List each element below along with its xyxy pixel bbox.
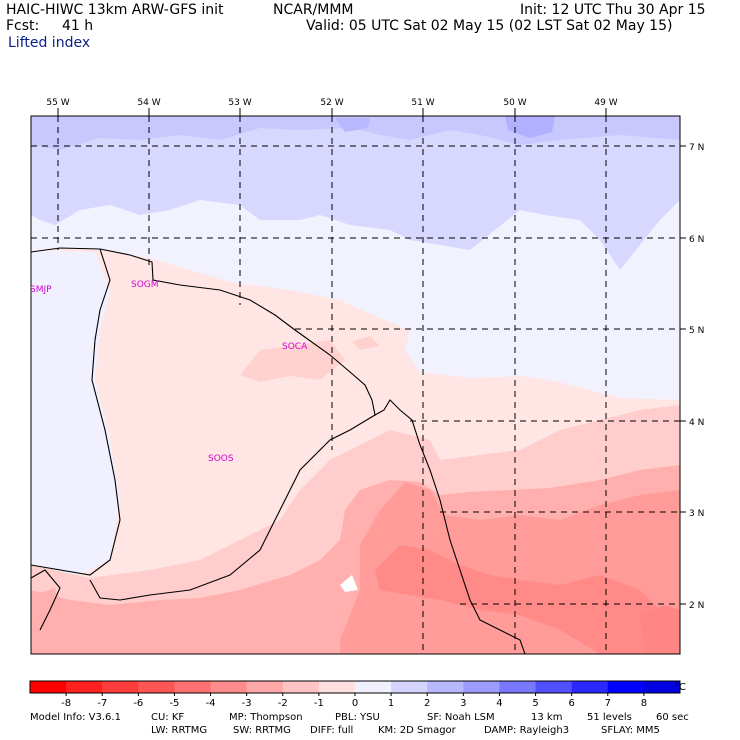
field-band-2 (31, 116, 680, 270)
colorbar-swatch (66, 681, 103, 693)
colorbar-label: -6 (133, 698, 143, 709)
lon-label-50w: 50 W (503, 98, 526, 108)
coastline-guianas (31, 247, 526, 654)
border-southwest (31, 569, 61, 631)
border-suriname-west (31, 248, 121, 576)
footer-cu: CU: KF (151, 712, 185, 723)
colorbar-swatch (318, 681, 356, 693)
field-band-minus5b (640, 605, 680, 654)
footer-levels: 51 levels (587, 712, 632, 723)
footer-sf: SF: Noah LSM (427, 712, 495, 723)
colorbar-label: -3 (242, 698, 252, 709)
colorbar-swatch (571, 681, 609, 693)
footer-mp: MP: Thompson (229, 712, 303, 723)
valid-time: Valid: 05 UTC Sat 02 May 15 (02 LST Sat … (306, 18, 673, 34)
org-label: NCAR/MMM (273, 2, 354, 18)
colorbar-swatch (499, 681, 537, 693)
colorbar-swatch (391, 681, 428, 693)
footer-sflay: SFLAY: MM5 (601, 725, 660, 736)
init-time: Init: 12 UTC Thu 30 Apr 15 (520, 2, 706, 18)
station-soos: SOOS (208, 454, 234, 464)
lat-label-6n: 6 N (689, 235, 704, 245)
footer-pbl: PBL: YSU (335, 712, 380, 723)
colorbar-swatch (535, 681, 573, 693)
colorbar-swatch (138, 681, 175, 693)
colorbar-swatch (463, 681, 500, 693)
colorbar-label: -5 (169, 698, 179, 709)
footer-km: KM: 2D Smagor (378, 725, 456, 736)
model-title: HAIC-HIWC 13km ARW-GFS init (6, 2, 224, 18)
lat-label-5n: 5 N (689, 326, 704, 336)
lon-label-54w: 54 W (137, 98, 160, 108)
colorbar-label: -8 (61, 698, 71, 709)
footer-damp: DAMP: Rayleigh3 (484, 725, 570, 736)
colorbar-swatch (210, 681, 248, 693)
lon-label-49w: 49 W (594, 98, 617, 108)
forecast-label: Fcst: (6, 18, 40, 34)
footer-sw: SW: RRTMG (233, 725, 291, 736)
lifted-index-field (31, 116, 680, 654)
colorbar-label: 2 (424, 698, 430, 709)
colorbar-swatch (355, 681, 392, 693)
graticule (31, 116, 680, 654)
field-name: Lifted index (8, 35, 91, 51)
colorbar-swatch (246, 681, 284, 693)
field-pink-patch-2 (352, 336, 380, 350)
lat-label-4n: 4 N (689, 418, 704, 428)
colorbar-label: 1 (388, 698, 394, 709)
colorbar-swatch (643, 681, 681, 693)
lon-label-52w: 52 W (320, 98, 343, 108)
footer-model-info: Model Info: V3.6.1 (30, 712, 121, 723)
colorbar-label: 6 (568, 698, 574, 709)
footer-lw: LW: RRTMG (151, 725, 208, 736)
colorbar-label: -2 (278, 698, 288, 709)
top-ticks (57, 108, 686, 605)
field-stable-west (31, 250, 120, 575)
lon-label-51w: 51 W (411, 98, 434, 108)
colorbar-label: -1 (314, 698, 324, 709)
forecast-hour: 41 h (62, 18, 94, 34)
colorbar-swatch (607, 681, 645, 693)
field-pink-patch-1 (240, 340, 345, 382)
colorbar-swatch (30, 681, 67, 693)
colorbar-swatch (174, 681, 212, 693)
lon-label-55w: 55 W (46, 98, 69, 108)
field-band-minus5 (375, 545, 680, 654)
colorbar-label: 0 (352, 698, 358, 709)
lon-label-53w: 53 W (228, 98, 251, 108)
field-band-4b (335, 118, 370, 132)
lat-label-7n: 7 N (689, 143, 704, 153)
colorbar-swatch (427, 681, 464, 693)
colorbar-label: 7 (605, 698, 611, 709)
footer-diff: DIFF: full (310, 725, 354, 736)
colorbar-swatch (102, 681, 139, 693)
station-soca: SOCA (282, 342, 308, 352)
field-white-patch (340, 575, 358, 592)
field-band-4 (505, 116, 555, 138)
colorbar-label: 5 (532, 698, 538, 709)
colorbar-label: -4 (206, 698, 216, 709)
colorbar: -8 -7 -6 -5 -4 -3 -2 -1 0 1 2 3 4 5 6 7 8 °C (29, 680, 686, 709)
lat-label-3n: 3 N (689, 509, 704, 519)
border-suriname-guiana (89, 414, 376, 601)
colorbar-label: 3 (460, 698, 466, 709)
plot-frame (30, 115, 681, 655)
colorbar-label: -7 (97, 698, 107, 709)
colorbar-swatch (282, 681, 320, 693)
colorbar-unit: °C (674, 682, 686, 693)
coastlines (31, 247, 526, 654)
colorbar-label: 4 (496, 698, 502, 709)
footer-resolution: 13 km (531, 712, 563, 723)
station-sogm: SOGM (131, 280, 159, 290)
footer-timestep: 60 sec (656, 712, 689, 723)
colorbar-label: 8 (641, 698, 647, 709)
lat-label-2n: 2 N (689, 601, 704, 611)
station-smjp: SMJP (30, 285, 52, 295)
